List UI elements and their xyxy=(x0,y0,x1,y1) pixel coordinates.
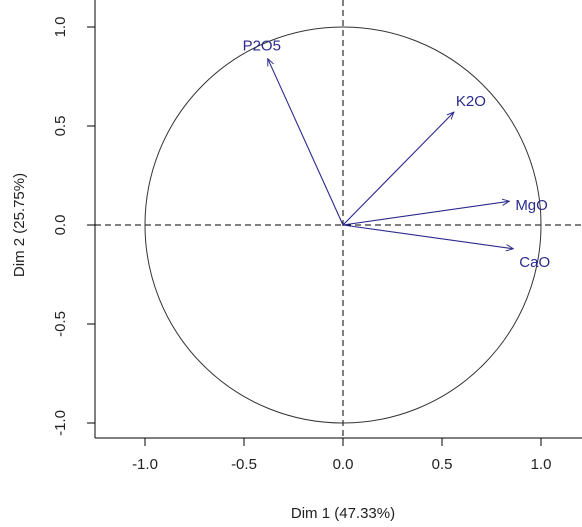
vector-cao xyxy=(342,224,513,249)
unit-circle-layer xyxy=(144,26,542,424)
y-tick-label: -1.0 xyxy=(52,410,69,436)
reference-lines xyxy=(95,0,582,438)
vector-mgo xyxy=(342,201,509,226)
y-tick-label: 0.5 xyxy=(52,116,69,137)
y-axis-title: Dim 2 (25.75%) xyxy=(11,173,28,277)
x-tick-label: 0.0 xyxy=(333,456,354,473)
vector-label-mgo: MgO xyxy=(515,197,548,214)
y-tick-label: 1.0 xyxy=(52,17,69,38)
x-tick-label: -0.5 xyxy=(231,456,257,473)
vector-label-cao: CaO xyxy=(519,254,550,271)
vector-label-k2o: K2O xyxy=(456,93,486,110)
vector-p2o5 xyxy=(267,59,344,226)
x-tick-label: 0.5 xyxy=(432,456,453,473)
y-tick-label: -0.5 xyxy=(52,311,69,337)
vector-label-p2o5: P2O5 xyxy=(243,38,281,55)
y-tick-label: 0.0 xyxy=(52,215,69,236)
x-axis-title: Dim 1 (47.33%) xyxy=(291,505,395,522)
x-tick-label: 1.0 xyxy=(531,456,552,473)
x-tick-label: -1.0 xyxy=(132,456,158,473)
axes-layer: -1.0 -0.5 0.0 0.5 1.0 -1.0 -0.5 0.0 0.5 1.0 xyxy=(52,0,582,473)
vector-k2o xyxy=(342,112,454,226)
unit-circle xyxy=(144,26,542,424)
vectors-layer: P2O5 K2O MgO CaO xyxy=(243,38,551,271)
